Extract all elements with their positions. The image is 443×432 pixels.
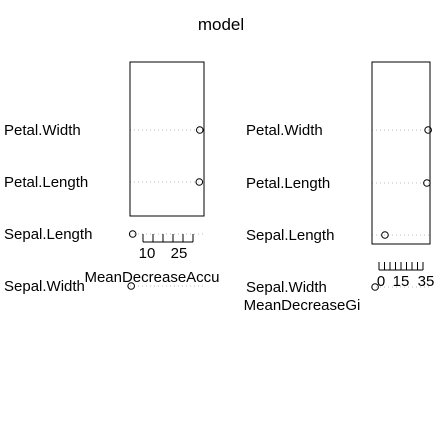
x-tick-label: 0: [377, 273, 385, 290]
category-label: Petal.Width: [246, 122, 323, 139]
panel-frame: [130, 62, 204, 216]
category-label: Petal.Length: [4, 174, 88, 191]
x-tick-label: 25: [171, 245, 188, 262]
category-label: Sepal.Width: [4, 278, 85, 295]
x-tick-label: 10: [139, 245, 156, 262]
category-label: Sepal.Width: [246, 279, 327, 296]
panel-2: Petal.Width Petal.Length Sepal.Length Sepal…: [244, 62, 435, 314]
category-label: Petal.Width: [4, 122, 81, 139]
panel-frame: [372, 62, 430, 244]
x-axis-label: MeanDecreaseAccu: [84, 269, 219, 286]
chart-title: model: [198, 15, 244, 34]
data-point: [196, 179, 203, 186]
x-axis-label: MeanDecreaseGi: [244, 297, 361, 314]
chart-panels: Petal.Width Petal.Length Sepal.Length Sepal…: [4, 62, 434, 314]
x-tick-label: 15: [393, 273, 410, 290]
x-tick-label: 35: [418, 273, 435, 290]
category-label: Sepal.Length: [246, 227, 334, 244]
panel-1: Petal.Width Petal.Length Sepal.Length Sepal…: [4, 62, 220, 295]
category-label: Sepal.Length: [4, 226, 92, 243]
category-label: Petal.Length: [246, 175, 330, 192]
